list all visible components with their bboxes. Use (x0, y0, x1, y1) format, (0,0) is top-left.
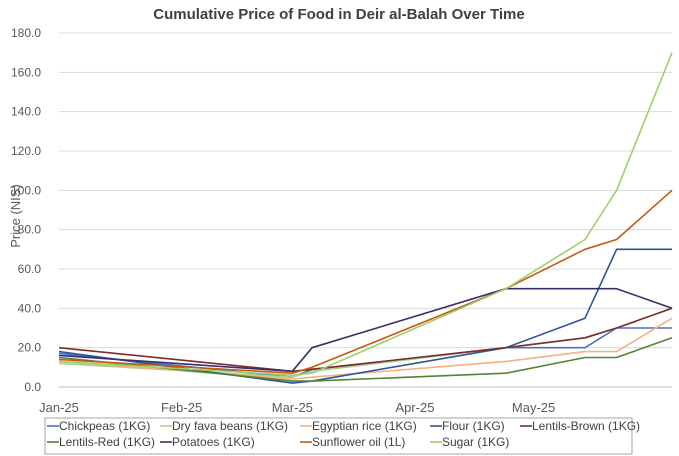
gridlines (59, 32, 672, 388)
legend-item: Egyptian rice (1KG) (300, 419, 417, 433)
legend-item: Sunflower oil (1L) (300, 435, 405, 449)
legend-label: Flour (1KG) (442, 419, 505, 433)
series-line-egyptian-rice-1kg (58, 317, 673, 380)
legend-item: Lentils-Red (1KG) (47, 435, 155, 449)
y-tick-label: 80.0 (18, 223, 42, 237)
legend-box (44, 417, 633, 455)
x-tick-label: Jan-25 (39, 400, 79, 415)
legend-label: Dry fava beans (1KG) (172, 419, 288, 433)
chart-title: Cumulative Price of Food in Deir al-Bala… (153, 6, 524, 23)
y-axis-ticks: 0.0 20.0 40.0 60.0 80.0 100.0 120.0 140.0 160.0 1… (11, 26, 41, 394)
legend-item: Chickpeas (1KG) (47, 419, 150, 433)
x-tick-label: Apr-25 (395, 400, 434, 415)
legend-item: Sugar (1KG) (430, 435, 509, 449)
y-axis-label: Price (NIS) (8, 184, 23, 248)
legend-label: Chickpeas (1KG) (59, 419, 150, 433)
legend-label: Sugar (1KG) (442, 435, 509, 449)
y-tick-label: 40.0 (18, 301, 42, 315)
legend: Chickpeas (1KG) Dry fava beans (1KG) Egypt… (47, 419, 640, 449)
y-tick-label: 160.0 (11, 65, 41, 79)
y-tick-label: 140.0 (11, 105, 41, 119)
series-lines (58, 52, 673, 384)
x-tick-label: Feb-25 (161, 400, 202, 415)
legend-label: Sunflower oil (1L) (312, 435, 405, 449)
legend-item: Dry fava beans (1KG) (160, 419, 288, 433)
legend-label: Lentils-Brown (1KG) (532, 419, 640, 433)
y-tick-label: 120.0 (11, 144, 41, 158)
legend-label: Egyptian rice (1KG) (312, 419, 417, 433)
legend-item: Lentils-Brown (1KG) (520, 419, 640, 433)
legend-label: Lentils-Red (1KG) (59, 435, 155, 449)
legend-item: Flour (1KG) (430, 419, 505, 433)
y-tick-label: 100.0 (11, 183, 41, 197)
y-tick-label: 180.0 (11, 26, 41, 40)
y-tick-label: 0.0 (24, 380, 41, 394)
y-tick-label: 20.0 (18, 341, 42, 355)
series-line-sugar-1kg (58, 52, 673, 377)
legend-label: Potatoes (1KG) (172, 435, 255, 449)
x-tick-label: May-25 (512, 400, 555, 415)
x-axis-ticks: Jan-25 Feb-25 Mar-25 Apr-25 May-25 (39, 400, 555, 415)
y-tick-label: 60.0 (18, 262, 42, 276)
legend-item: Potatoes (1KG) (160, 435, 255, 449)
series-line-lentils-red-1kg (58, 337, 673, 382)
x-tick-label: Mar-25 (272, 400, 313, 415)
